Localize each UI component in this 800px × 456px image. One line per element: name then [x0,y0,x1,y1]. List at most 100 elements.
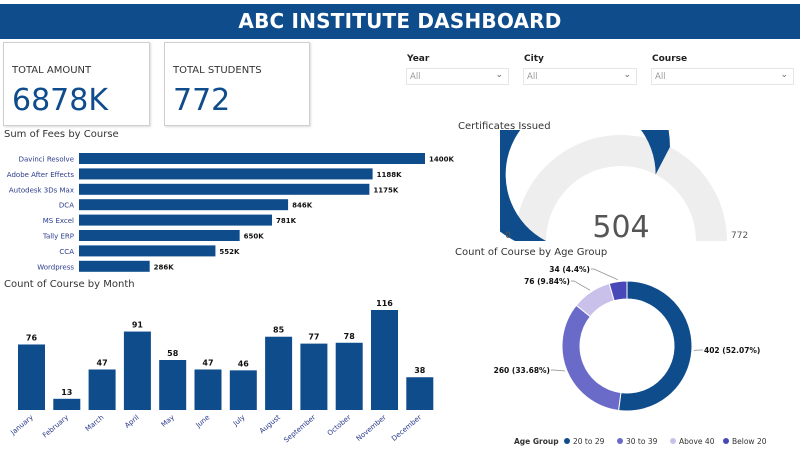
course-category-label: MS Excel [43,217,74,225]
donut-slice [617,280,693,412]
age-group-donut-chart: 402 (52.07%) 260 (33.68%) 76 (9.84%) 34 (4.… [494,265,767,446]
legend-marker [723,438,729,444]
chevron-down-icon: ⌄ [780,70,788,80]
dashboard-title: ABC INSTITUTE DASHBOARD [238,9,562,33]
month-axis-label: September [282,413,317,444]
legend-marker [564,438,570,444]
month-bar-value-label: 47 [202,358,213,367]
fees-bar-value-label: 1188K [377,171,402,179]
month-chart-title: Count of Course by Month [4,279,135,290]
fees-chart-title: Sum of Fees by Course [4,129,119,140]
legend-item-label: 30 to 39 [626,437,658,446]
month-bar [53,398,81,410]
month-bar-value-label: 91 [132,321,144,330]
fees-bar-value-label: 846K [292,202,313,210]
month-axis-label: February [41,413,70,439]
month-bar [371,310,398,410]
month-bar-value-label: 46 [238,359,250,368]
total-students-label: TOTAL STUDENTS [173,65,262,76]
year-filter-label: Year [407,54,430,64]
legend-title: Age Group [514,437,559,446]
month-axis-label: May [160,413,176,428]
city-filter-label: City [524,54,544,64]
month-bar-value-label: 116 [376,299,393,308]
gauge-track [515,135,727,241]
month-bar-value-label: 58 [167,349,179,358]
certificates-gauge-chart: 504 0 772 [500,130,748,245]
fees-bar [79,183,370,195]
chevron-down-icon: ⌄ [623,70,631,80]
total-amount-label: TOTAL AMOUNT [12,65,92,76]
gauge-max-label: 772 [731,231,748,241]
donut-leader-line [571,280,591,291]
month-bar [300,343,328,410]
month-bar [335,342,363,410]
month-bar [229,370,257,410]
month-axis-label: December [390,413,423,443]
fees-bar-value-label: 650K [244,233,265,241]
month-bar-value-label: 77 [308,333,319,342]
pie-chart-title: Count of Course by Age Group [455,247,608,258]
total-students-card: TOTAL STUDENTS 772 [164,42,310,126]
course-filter-value: All [655,72,666,82]
fees-bar-value-label: 1175K [373,186,398,194]
fees-bar-value-label: 552K [219,248,240,256]
year-filter-value: All [410,72,421,82]
month-bar-value-label: 38 [414,366,426,375]
course-by-month-chart: 76 January 13 February 47 March 91 April 58 May 47… [9,299,434,444]
donut-leader-line [591,268,618,280]
month-axis-label: August [258,413,282,435]
course-category-label: CCA [59,248,74,256]
total-amount-card: TOTAL AMOUNT 6878K [3,42,150,126]
fees-bar [79,230,240,241]
month-axis-label: October [326,413,353,437]
month-axis-label: June [194,413,212,430]
fees-bar [79,199,289,211]
month-axis-label: January [9,413,35,437]
donut-slice-label: 260 (33.68%) [494,366,550,375]
gauge-value-label: 504 [592,210,649,245]
total-amount-value: 6878K [12,83,109,118]
city-filter-value: All [527,72,538,82]
course-category-label: Davinci Resolve [19,156,74,164]
gauge-min-label: 0 [505,231,511,241]
fees-bar [79,245,216,257]
course-filter-dropdown[interactable]: All ⌄ [651,68,794,85]
fees-bar-value-label: 781K [276,217,297,225]
legend-marker [670,438,676,444]
month-bar [265,336,293,410]
donut-slice [608,280,628,302]
course-category-label: Adobe After Effects [7,171,75,179]
legend-item-label: Below 20 [732,437,767,446]
month-bar [123,331,151,410]
month-bar-value-label: 47 [97,358,108,367]
month-bar [406,377,434,410]
fees-bar-value-label: 1400K [429,156,454,164]
month-axis-label: July [231,413,247,428]
month-bar-value-label: 76 [26,333,38,342]
donut-slice-label: 34 (4.4%) [549,265,590,274]
month-bar-value-label: 78 [344,332,356,341]
city-filter-dropdown[interactable]: All ⌄ [523,68,637,85]
donut-slice-label: 76 (9.84%) [524,277,570,286]
year-filter-dropdown[interactable]: All ⌄ [406,68,509,85]
month-bar-value-label: 13 [61,388,72,397]
total-students-value: 772 [173,83,231,118]
legend-item-label: Above 40 [679,437,715,446]
month-bar [194,369,222,410]
legend-item-label: 20 to 29 [573,437,605,446]
chevron-down-icon: ⌄ [495,70,503,80]
course-category-label: Autodesk 3Ds Max [9,186,74,194]
dashboard-header: ABC INSTITUTE DASHBOARD [0,4,800,39]
month-axis-label: November [355,413,388,443]
course-category-label: Tally ERP [42,233,74,241]
donut-slice [561,304,622,412]
fees-bar [79,260,150,272]
course-category-label: DCA [59,202,74,210]
month-bar [88,369,116,410]
month-bar-value-label: 85 [273,326,285,335]
legend-marker [617,438,623,444]
month-axis-label: April [123,413,140,429]
fees-bar [79,153,425,164]
course-filter-label: Course [652,54,688,64]
